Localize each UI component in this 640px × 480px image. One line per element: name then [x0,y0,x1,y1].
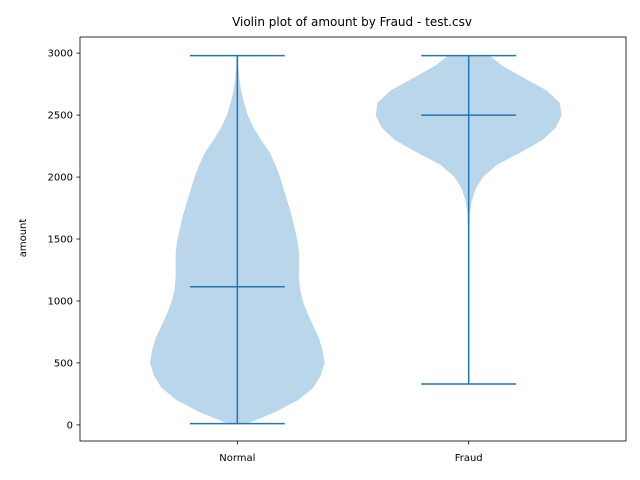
y-axis: 0 500 1000 1500 2000 2500 3000 [48,49,80,431]
x-tick-label-fraud: Fraud [455,453,483,464]
chart-title: Violin plot of amount by Fraud - test.cs… [232,15,472,29]
y-axis-label: amount [18,219,29,258]
y-tick-label: 500 [54,358,73,369]
y-tick-label: 2000 [48,173,73,184]
y-tick-label: 3000 [48,49,73,60]
violins-layer [150,54,562,425]
y-tick-label: 0 [67,420,73,431]
y-tick-label: 1500 [48,235,73,246]
x-axis: Normal Fraud [219,441,483,464]
x-tick-label-normal: Normal [219,453,255,464]
y-tick-label: 1000 [48,296,73,307]
y-tick-label: 2500 [48,111,73,122]
plot-frame [79,36,627,442]
